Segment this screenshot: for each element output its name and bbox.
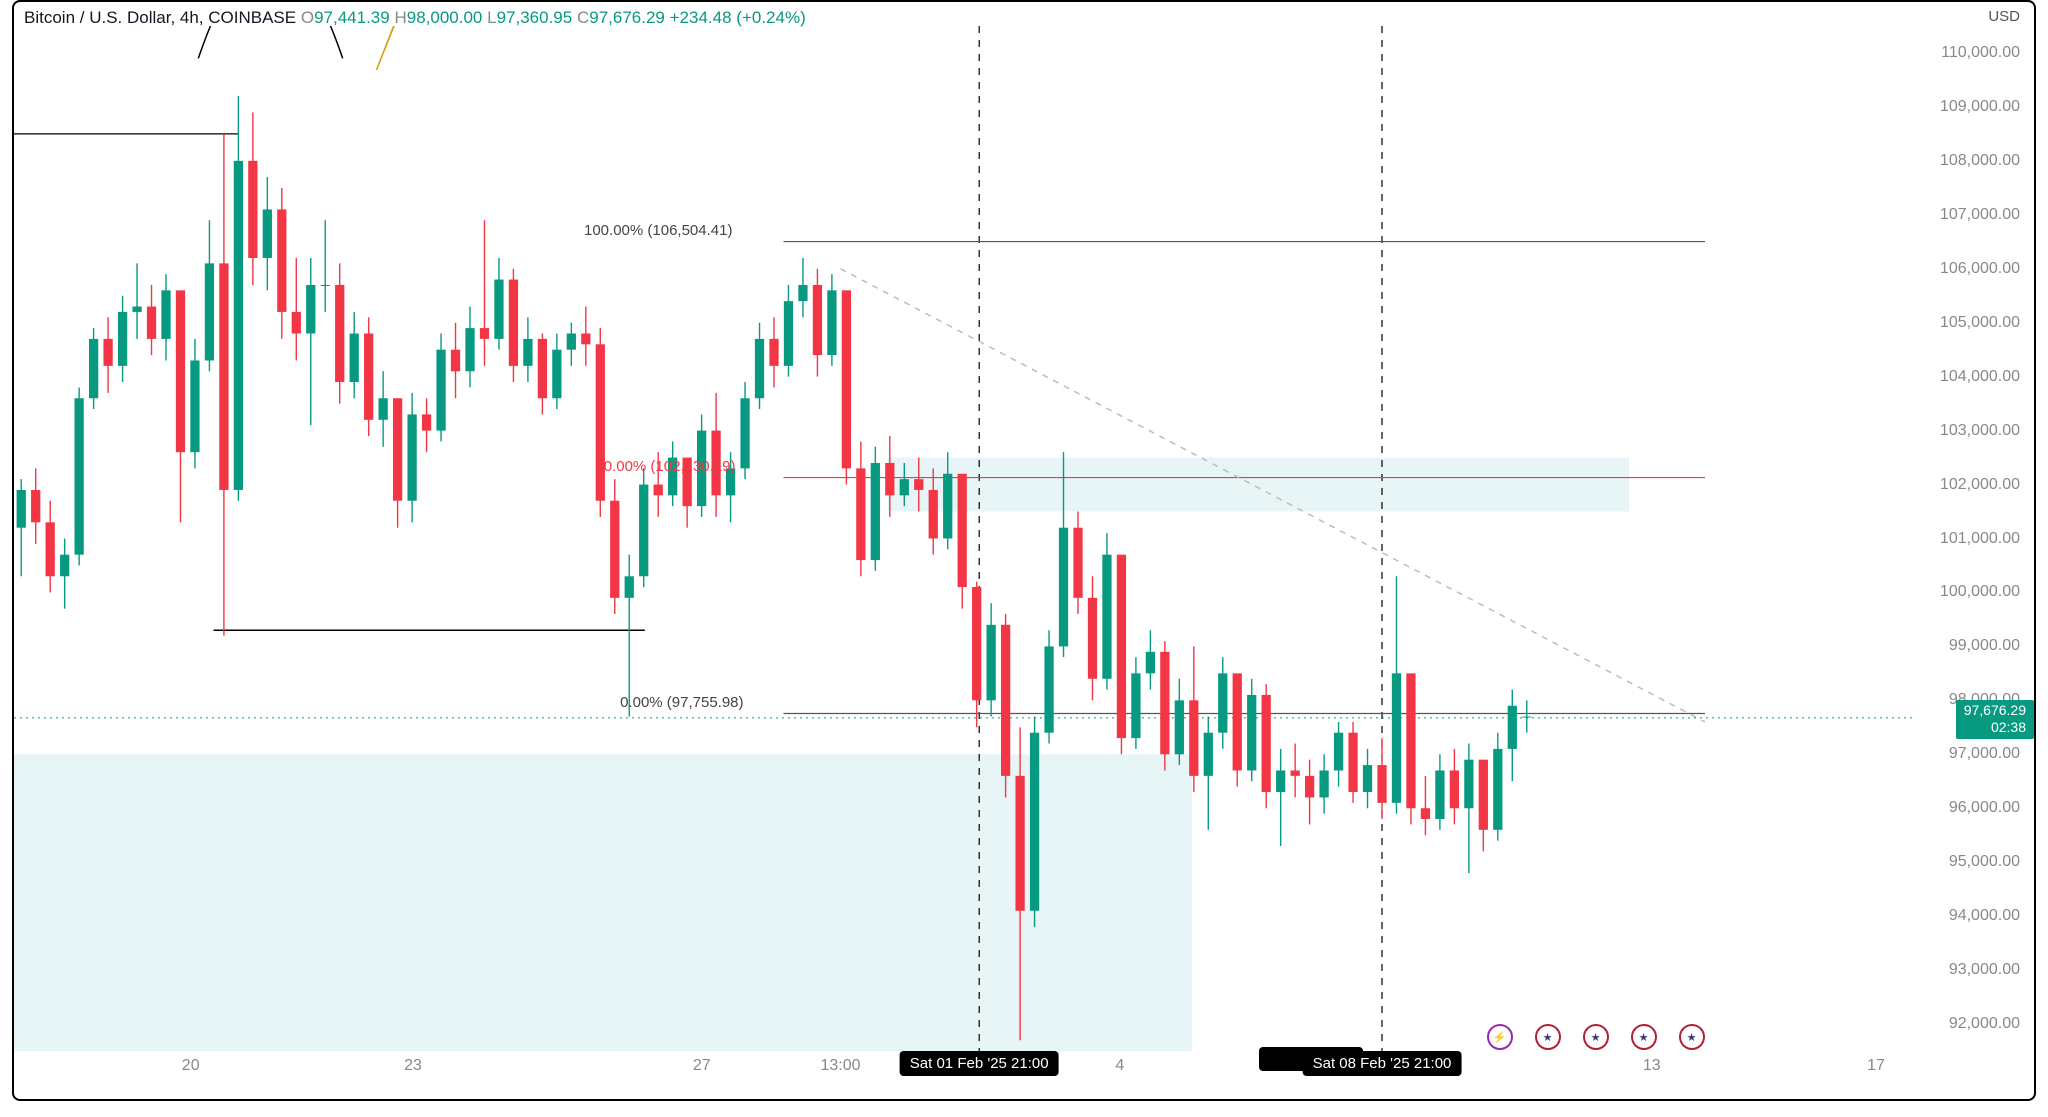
fib-level-label: 100.00% (106,504.41): [584, 222, 732, 239]
y-axis-label: USD: [1988, 8, 2020, 25]
x-tick: 13:00: [820, 1057, 860, 1075]
x-axis[interactable]: 20 23 27 13:00 4 13 17 Sat 01 Feb '25 21:00 Sat …: [14, 1051, 1914, 1099]
y-tick: 108,000.00: [1940, 152, 2020, 170]
symbol-text: Bitcoin / U.S. Dollar, 4h, COINBASE: [24, 8, 296, 27]
y-tick: 92,000.00: [1949, 1015, 2020, 1033]
y-tick: 95,000.00: [1949, 853, 2020, 871]
chart-area[interactable]: 100.00% (106,504.41) 50.00% (102,130.19) 0…: [14, 26, 1914, 1051]
y-tick: 102,000.00: [1940, 476, 2020, 494]
x-tick: 23: [404, 1057, 422, 1075]
y-tick: 105,000.00: [1940, 314, 2020, 332]
event-usa-icon[interactable]: ★: [1583, 1024, 1609, 1050]
event-icon[interactable]: ⚡: [1487, 1024, 1513, 1050]
chart-header: Bitcoin / U.S. Dollar, 4h, COINBASE O97,…: [24, 8, 806, 28]
y-tick: 101,000.00: [1940, 530, 2020, 548]
y-tick: 94,000.00: [1949, 907, 2020, 925]
y-tick: 107,000.00: [1940, 206, 2020, 224]
x-tick: 13: [1643, 1057, 1661, 1075]
y-tick: 110,000.00: [1941, 44, 2020, 62]
y-tick: 99,000.00: [1949, 637, 2020, 655]
price-badge: 97,676.2902:38: [1956, 700, 2034, 739]
y-tick: 103,000.00: [1940, 422, 2020, 440]
fib-level-label: 50.00% (102,130.19): [595, 458, 735, 475]
fib-level-label: 0.00% (97,755.98): [620, 694, 743, 711]
y-tick: 97,000.00: [1949, 745, 2020, 763]
x-date-badge: Sat 01 Feb '25 21:00: [900, 1051, 1059, 1076]
y-tick: 96,000.00: [1949, 799, 2020, 817]
y-tick: 106,000.00: [1940, 260, 2020, 278]
y-tick: 109,000.00: [1940, 98, 2020, 116]
y-tick: 100,000.00: [1940, 583, 2020, 601]
x-tick: 17: [1867, 1057, 1885, 1075]
x-tick: 27: [693, 1057, 711, 1075]
y-axis[interactable]: 110,000.00 109,000.00 108,000.00 107,000.00…: [1914, 26, 2034, 1051]
x-tick: 20: [182, 1057, 200, 1075]
event-usa-icon[interactable]: ★: [1535, 1024, 1561, 1050]
economic-events-row: ⚡ ★ ★ ★ ★: [1487, 1023, 1705, 1051]
x-date-badge: Sat 08 Feb '25 21:00: [1303, 1051, 1462, 1076]
event-usa-icon[interactable]: ★: [1679, 1024, 1705, 1050]
event-usa-icon[interactable]: ★: [1631, 1024, 1657, 1050]
y-tick: 104,000.00: [1940, 368, 2020, 386]
y-tick: 93,000.00: [1949, 961, 2020, 979]
x-tick: 4: [1115, 1057, 1124, 1075]
